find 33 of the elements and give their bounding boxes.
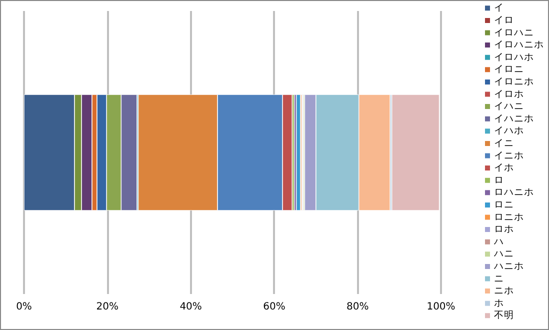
legend-label: ロニ	[494, 199, 514, 210]
legend-label: イニ	[494, 138, 514, 149]
legend-label: イロニ	[494, 64, 524, 76]
legend-label: ニホ	[494, 286, 514, 297]
legend-label: イ	[494, 2, 504, 14]
legend-label: イロ	[494, 14, 514, 26]
legend-label: ロニホ	[494, 212, 524, 223]
legend-label: ハ	[493, 236, 504, 248]
legend-label: イニホ	[494, 150, 524, 162]
legend-label: 不明	[494, 310, 514, 322]
legend-label: ハニ	[493, 248, 514, 260]
x-tick-label: 60%	[263, 302, 286, 312]
legend-label: イロホ	[494, 88, 524, 100]
legend-label: ロホ	[494, 224, 514, 236]
x-tick-label: 100%	[426, 302, 456, 312]
legend-label: イロニホ	[494, 76, 534, 88]
x-tick-label: 40%	[180, 302, 202, 312]
legend-label: ロハニホ	[494, 187, 534, 198]
legend-label: イホ	[494, 162, 514, 174]
x-tick-label: 80%	[346, 302, 369, 312]
legend-label: イハニホ	[494, 113, 534, 124]
x-tick-label: 0%	[16, 302, 32, 312]
legend-label: イハニ	[494, 101, 524, 112]
legend-label: イハホ	[494, 126, 524, 137]
legend-label: ニ	[494, 273, 504, 284]
legend-label: イロハニ	[494, 27, 534, 38]
bar	[296, 94, 300, 211]
legend-label: イロハニホ	[494, 40, 544, 51]
legend-label: ロ	[494, 174, 504, 186]
legend-label: ホ	[494, 298, 504, 309]
legend-label: ハニホ	[493, 260, 524, 272]
x-tick-label: 20%	[96, 302, 119, 312]
legend-label: イロハホ	[494, 52, 534, 63]
